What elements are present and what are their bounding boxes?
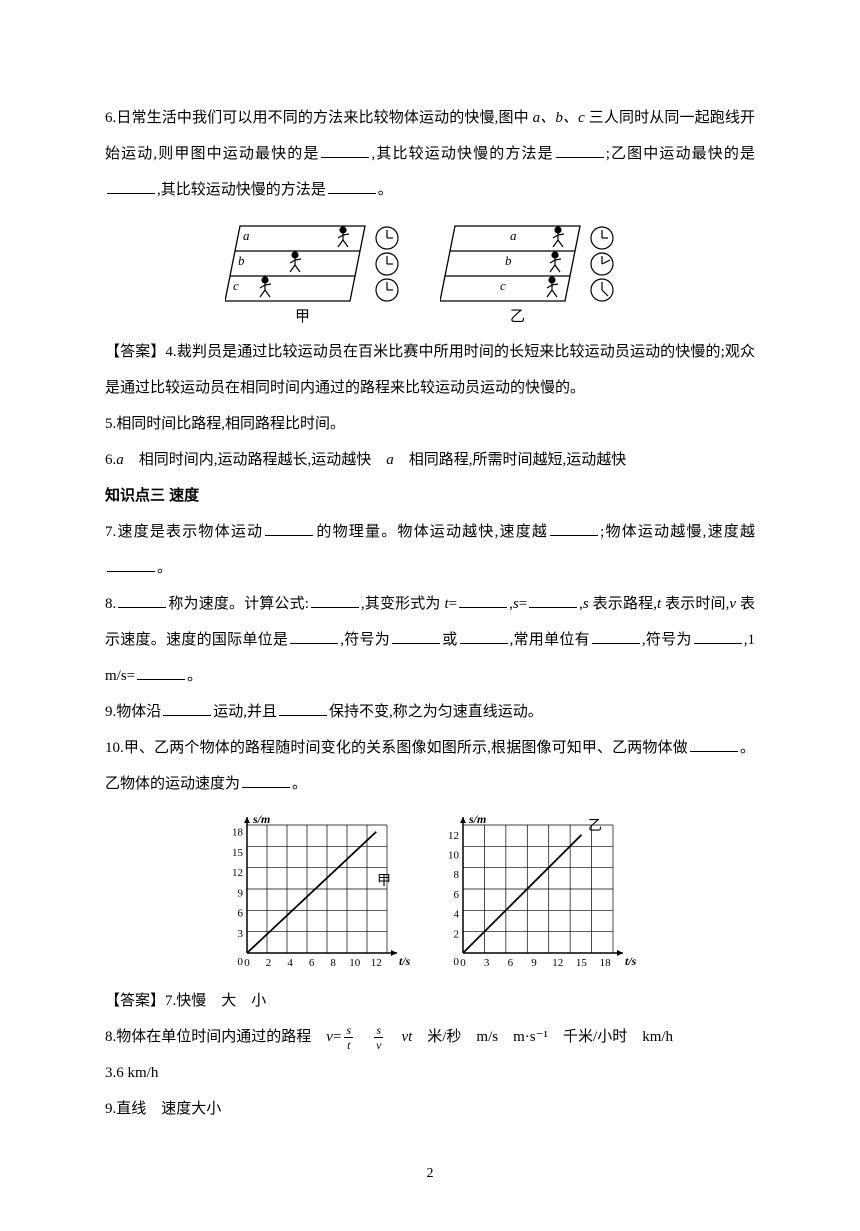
svg-text:8: 8: [331, 957, 337, 969]
svg-text:3: 3: [484, 957, 490, 969]
blank: [118, 593, 166, 608]
answer-6: 6.a 相同时间内,运动路程越长,运动越快 a 相同路程,所需时间越短,运动越快: [105, 442, 755, 478]
fraction-s-t: st: [344, 1024, 353, 1051]
svg-text:12: 12: [448, 830, 459, 842]
blank: [459, 593, 507, 608]
svg-text:2: 2: [266, 957, 272, 969]
answer-8-line2: 3.6 km/h: [105, 1055, 755, 1091]
blank: [163, 701, 211, 716]
q6-m3: ;乙图中运动最快的是: [606, 146, 755, 162]
lane-a-label: a: [243, 228, 250, 243]
svg-text:10: 10: [448, 850, 460, 862]
answer-4: 【答案】4.裁判员是通过比较运动员在百米比赛中所用时间的长短来比较运动员运动的快…: [105, 334, 755, 406]
svg-text:8: 8: [453, 869, 459, 881]
question-7: 7.速度是表示物体运动的物理量。物体运动越快,速度越;物体运动越慢,速度越。: [105, 514, 755, 586]
q6-text: 6.日常生活中我们可以用不同的方法来比较物体运动的快慢,图中: [105, 110, 533, 126]
answer-5: 5.相同时间比路程,相同路程比时间。: [105, 406, 755, 442]
question-8: 8.称为速度。计算公式:,其变形式为 t=,s=,s 表示路程,t 表示时间,v…: [105, 586, 755, 694]
lane-b-label: b: [238, 253, 245, 268]
svg-text:18: 18: [232, 827, 244, 839]
blank: [460, 629, 508, 644]
svg-text:2: 2: [453, 928, 459, 940]
svg-text:15: 15: [576, 957, 588, 969]
blank: [290, 629, 338, 644]
svg-text:15: 15: [232, 847, 244, 859]
svg-text:0: 0: [460, 957, 466, 969]
blank: [321, 143, 369, 158]
answer-7: 【答案】7.快慢 大 小: [105, 983, 755, 1019]
svg-text:12: 12: [232, 867, 243, 879]
svg-text:3: 3: [238, 928, 244, 940]
fraction-s-v: sv: [374, 1024, 383, 1051]
blank: [242, 773, 290, 788]
svg-text:甲: 甲: [377, 874, 391, 889]
blank: [550, 521, 598, 536]
track-yi-caption: 乙: [510, 309, 525, 325]
svg-text:6: 6: [453, 889, 459, 901]
svg-text:9: 9: [531, 957, 537, 969]
blank: [556, 143, 604, 158]
blank: [392, 629, 440, 644]
svg-text:a: a: [510, 228, 517, 243]
blank: [529, 593, 577, 608]
blank: [592, 629, 640, 644]
graph-yi-svg: 0 3 6 9 12 15 18 2 4 6 8 10 12 0 s/m t/s 乙: [433, 810, 643, 975]
track-jia-svg: a b c 甲: [225, 216, 420, 326]
svg-text:4: 4: [453, 909, 459, 921]
track-jia-caption: 甲: [295, 309, 310, 325]
question-6: 6.日常生活中我们可以用不同的方法来比较物体运动的快慢,图中 a、b、c 三人同…: [105, 100, 755, 208]
svg-text:12: 12: [371, 957, 382, 969]
svg-text:6: 6: [238, 908, 244, 920]
answer-8: 8.物体在单位时间内通过的路程 v=st sv vt 米/秒 m/s m·s⁻¹…: [105, 1019, 755, 1055]
figure-tracks: a b c 甲 a b c 乙: [105, 216, 755, 326]
svg-text:t/s: t/s: [625, 954, 637, 968]
svg-text:s/m: s/m: [252, 812, 270, 826]
q6-m2: ,其比较运动快慢的方法是: [371, 146, 553, 162]
blank: [265, 521, 313, 536]
graph-jia-svg: 0 2 4 6 8 10 12 3 6 9 12 15 18 0 s/m t/s 甲: [217, 810, 417, 975]
svg-text:c: c: [500, 278, 506, 293]
svg-text:4: 4: [287, 957, 293, 969]
blank: [690, 737, 738, 752]
svg-text:乙: 乙: [588, 818, 602, 834]
svg-text:0: 0: [453, 956, 459, 968]
question-10: 10.甲、乙两个物体的路程随时间变化的关系图像如图所示,根据图像可知甲、乙两物体…: [105, 730, 755, 802]
page-number: 2: [105, 1157, 755, 1191]
track-yi-svg: a b c 乙: [440, 216, 635, 326]
blank: [311, 593, 359, 608]
svg-text:12: 12: [552, 957, 563, 969]
q6-abc: a、b、c: [533, 110, 589, 126]
heading-knowledge-3: 知识点三 速度: [105, 478, 755, 514]
svg-text:6: 6: [507, 957, 513, 969]
svg-text:10: 10: [349, 957, 361, 969]
blank: [137, 665, 185, 680]
lane-c-label: c: [233, 278, 239, 293]
svg-text:s/m: s/m: [468, 812, 486, 826]
figure-graphs: 0 2 4 6 8 10 12 3 6 9 12 15 18 0 s/m t/s 甲 0 3 6 9 12 15 18 2 4 6…: [105, 810, 755, 975]
blank: [328, 179, 376, 194]
blank: [279, 701, 327, 716]
svg-text:18: 18: [599, 957, 611, 969]
answer-9: 9.直线 速度大小: [105, 1091, 755, 1127]
svg-text:6: 6: [309, 957, 315, 969]
svg-text:0: 0: [238, 956, 244, 968]
blank: [694, 629, 742, 644]
svg-text:9: 9: [238, 887, 244, 899]
blank: [107, 557, 155, 572]
svg-text:t/s: t/s: [399, 954, 411, 968]
svg-text:0: 0: [244, 957, 250, 969]
q6-end: 。: [378, 182, 393, 198]
q6-m4: ,其比较运动快慢的方法是: [157, 182, 326, 198]
svg-text:b: b: [505, 253, 512, 268]
blank: [107, 179, 155, 194]
question-9: 9.物体沿运动,并且保持不变,称之为匀速直线运动。: [105, 694, 755, 730]
